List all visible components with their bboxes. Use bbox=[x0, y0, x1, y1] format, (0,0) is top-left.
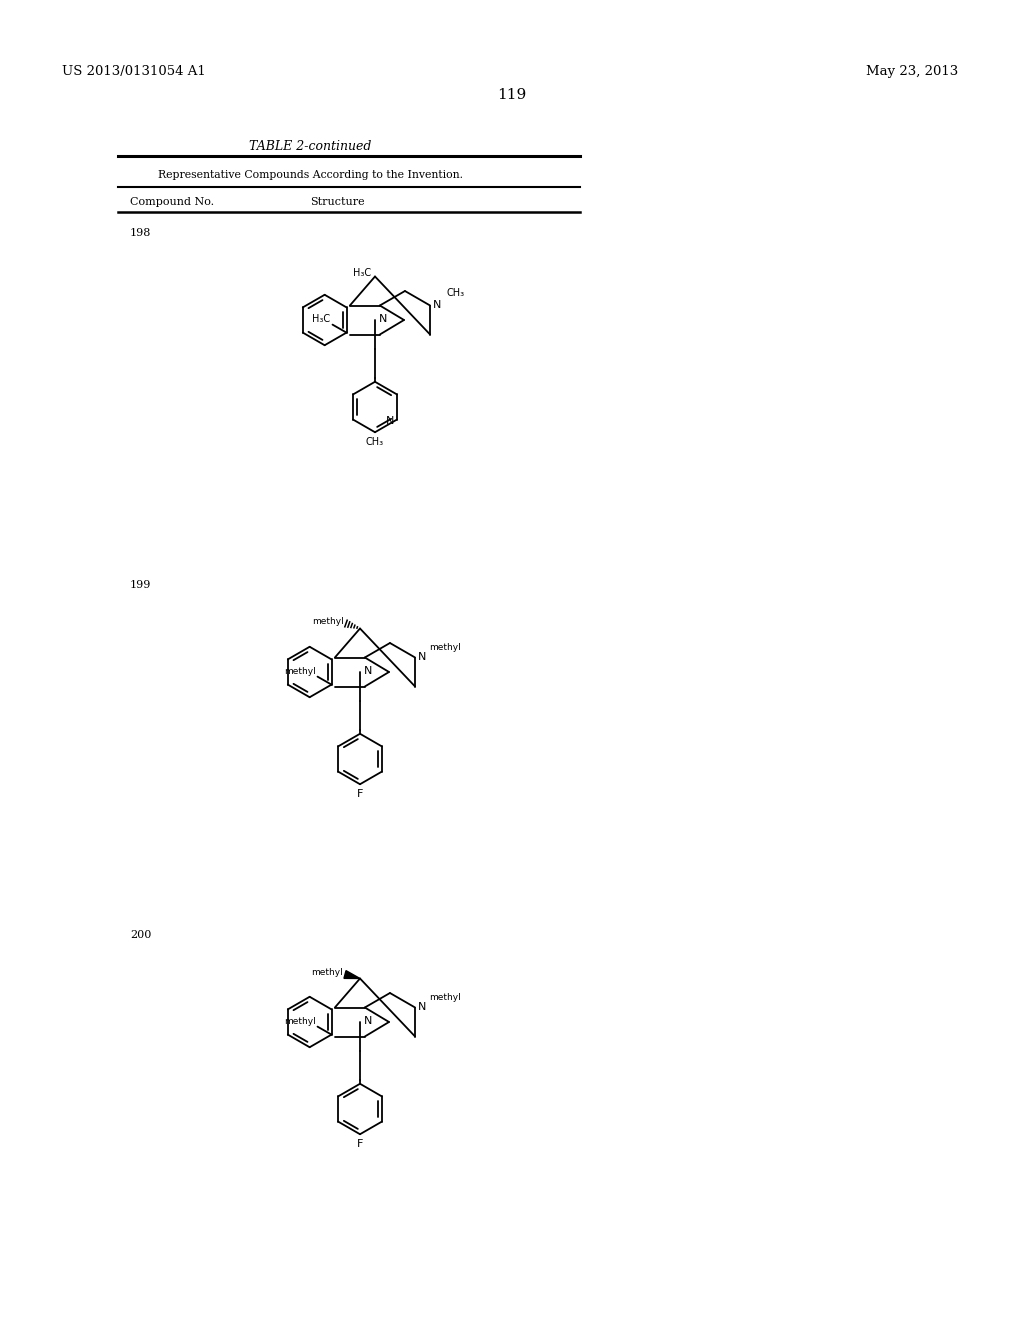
Text: N: N bbox=[385, 416, 394, 425]
Text: methyl: methyl bbox=[311, 968, 343, 977]
Text: N: N bbox=[418, 1002, 426, 1012]
Text: methyl: methyl bbox=[429, 643, 461, 652]
Text: methyl: methyl bbox=[284, 1016, 315, 1026]
Text: 200: 200 bbox=[130, 931, 152, 940]
Text: Representative Compounds According to the Invention.: Representative Compounds According to th… bbox=[158, 170, 463, 180]
Text: H₃C: H₃C bbox=[312, 314, 331, 323]
Text: 198: 198 bbox=[130, 228, 152, 238]
Text: H₃C: H₃C bbox=[353, 268, 371, 279]
Text: F: F bbox=[356, 1139, 364, 1150]
Text: methyl: methyl bbox=[284, 667, 315, 676]
Text: 199: 199 bbox=[130, 579, 152, 590]
Text: May 23, 2013: May 23, 2013 bbox=[865, 65, 958, 78]
Text: US 2013/0131054 A1: US 2013/0131054 A1 bbox=[62, 65, 206, 78]
Text: CH₃: CH₃ bbox=[366, 437, 384, 447]
Text: N: N bbox=[433, 301, 441, 310]
Text: methyl: methyl bbox=[312, 616, 344, 626]
Polygon shape bbox=[344, 970, 360, 978]
Text: 119: 119 bbox=[498, 88, 526, 102]
Text: N: N bbox=[418, 652, 426, 663]
Text: Structure: Structure bbox=[310, 197, 365, 207]
Text: N: N bbox=[379, 314, 387, 323]
Text: TABLE 2-continued: TABLE 2-continued bbox=[249, 140, 371, 153]
Text: CH₃: CH₃ bbox=[446, 288, 464, 297]
Text: methyl: methyl bbox=[429, 993, 461, 1002]
Text: N: N bbox=[364, 667, 373, 676]
Text: F: F bbox=[356, 789, 364, 799]
Text: Compound No.: Compound No. bbox=[130, 197, 214, 207]
Text: N: N bbox=[364, 1016, 373, 1026]
